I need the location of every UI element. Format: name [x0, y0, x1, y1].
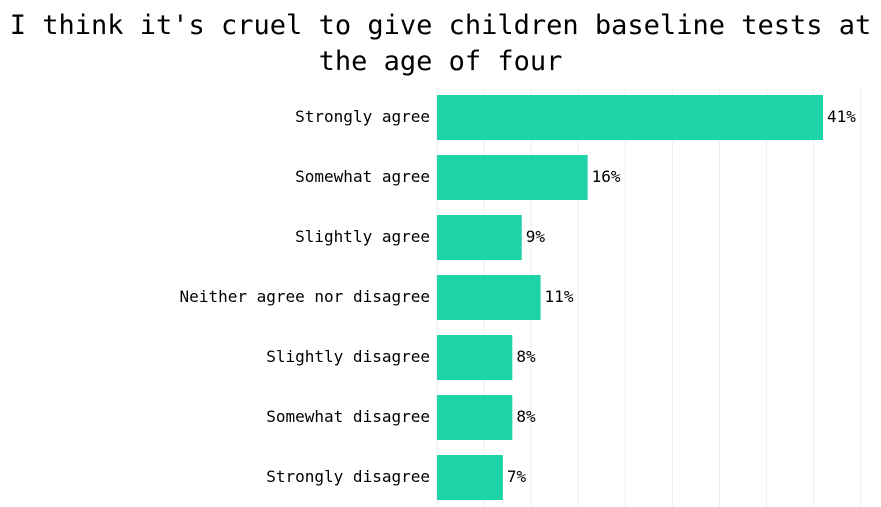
value-label: 41% [827, 107, 856, 126]
chart-title: I think it's cruel to give children base… [9, 10, 872, 77]
category-label: Somewhat disagree [266, 407, 430, 426]
bar [437, 275, 541, 320]
value-label: 8% [516, 407, 536, 426]
bar [437, 155, 588, 200]
bar [437, 95, 823, 140]
bar [437, 395, 513, 440]
labels: Strongly agree 41% Somewhat agree 16% Slight… [180, 107, 857, 486]
value-label: 8% [516, 347, 536, 366]
bar [437, 455, 503, 500]
category-label: Strongly disagree [266, 467, 430, 486]
bar [437, 215, 522, 260]
category-label: Strongly agree [295, 107, 430, 126]
category-label: Somewhat agree [295, 167, 430, 186]
value-label: 16% [592, 167, 621, 186]
category-label: Slightly disagree [266, 347, 430, 366]
bar [437, 335, 513, 380]
value-label: 11% [545, 287, 574, 306]
value-label: 7% [507, 467, 527, 486]
bars [437, 95, 823, 500]
value-label: 9% [526, 227, 546, 246]
category-label: Slightly agree [295, 227, 430, 246]
category-label: Neither agree nor disagree [180, 287, 430, 306]
